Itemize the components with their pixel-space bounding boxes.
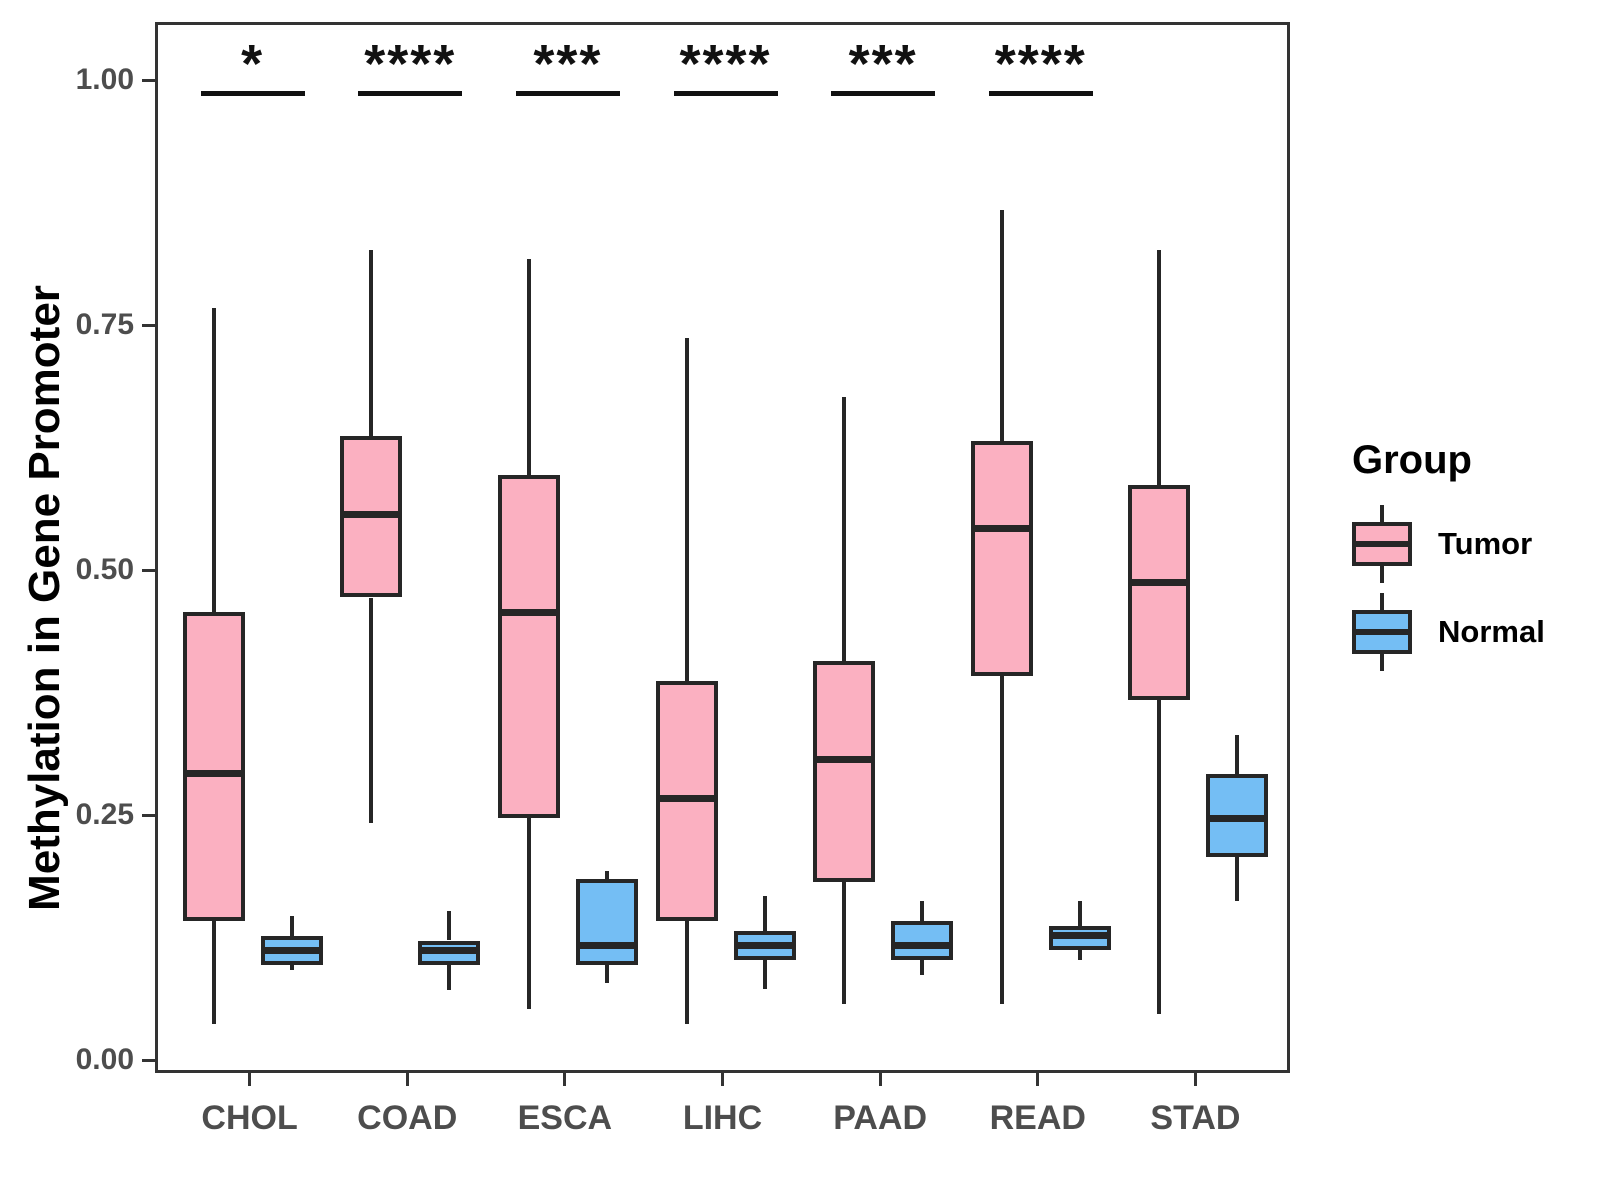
whisker-upper-normal-paad [920, 901, 925, 921]
median-tumor-stad [1128, 579, 1191, 587]
x-tick-label-read: READ [989, 1099, 1086, 1137]
significance-label-paad: *** [848, 34, 918, 94]
significance-label-esca: *** [533, 34, 603, 94]
significance-bar-paad [831, 91, 936, 96]
y-tick-label-0.00: 0.00 [75, 1043, 134, 1076]
legend-glyph-median [1352, 629, 1412, 635]
whisker-lower-normal-read [1077, 950, 1082, 961]
whisker-lower-tumor-coad [369, 597, 374, 823]
legend-boxplot-glyph-normal [1352, 593, 1412, 671]
whisker-lower-tumor-chol [211, 920, 216, 1024]
x-tick-mark-lihc [721, 1073, 724, 1086]
x-tick-label-paad: PAAD [833, 1099, 928, 1137]
significance-bar-read [988, 91, 1093, 96]
whisker-upper-tumor-chol [211, 308, 216, 613]
x-tick-mark-chol [248, 1073, 252, 1086]
median-tumor-paad [813, 755, 876, 763]
significance-label-read: **** [994, 34, 1087, 94]
box-tumor-chol [182, 612, 245, 921]
median-normal-esca [575, 941, 638, 949]
x-tick-mark-esca [563, 1073, 567, 1086]
median-normal-read [1048, 932, 1111, 940]
legend-label-tumor: Tumor [1438, 526, 1533, 561]
box-tumor-paad [813, 661, 876, 882]
whisker-upper-normal-read [1077, 901, 1082, 926]
whisker-lower-normal-esca [604, 965, 609, 983]
whisker-lower-normal-paad [920, 960, 925, 975]
x-tick-label-esca: ESCA [517, 1099, 613, 1137]
whisker-lower-normal-chol [289, 965, 294, 970]
box-normal-esca [575, 878, 638, 965]
x-tick-label-coad: COAD [357, 1099, 458, 1137]
whisker-upper-normal-esca [604, 870, 609, 879]
y-tick-mark-0.50 [142, 568, 155, 572]
whisker-upper-tumor-esca [526, 259, 531, 475]
box-tumor-read [970, 440, 1033, 676]
legend-entries: Tumor Normal [1352, 505, 1592, 671]
y-tick-label-0.50: 0.50 [75, 553, 134, 586]
legend-title: Group [1352, 438, 1472, 482]
legend-glyph-median [1352, 541, 1412, 547]
box-tumor-stad [1128, 484, 1191, 701]
whisker-upper-tumor-lihc [684, 337, 689, 681]
whisker-lower-tumor-paad [842, 881, 847, 1005]
significance-bar-lihc [673, 91, 778, 96]
significance-label-chol: * [241, 34, 265, 94]
x-tick-label-stad: STAD [1150, 1099, 1241, 1137]
median-normal-stad [1206, 814, 1269, 822]
significance-label-coad: **** [364, 34, 457, 94]
median-normal-coad [418, 946, 481, 954]
legend: Group Tumor Normal [1352, 438, 1592, 681]
whisker-upper-tumor-stad [1157, 249, 1162, 485]
median-tumor-coad [340, 510, 403, 518]
y-tick-mark-0.75 [142, 323, 155, 327]
whisker-upper-normal-lihc [762, 896, 767, 931]
whisker-upper-normal-chol [289, 916, 294, 936]
plot-panel: * **** *** **** *** **** [155, 22, 1290, 1073]
y-tick-mark-0.00 [142, 1058, 155, 1062]
x-tick-mark-read [1036, 1073, 1040, 1086]
significance-bar-esca [515, 91, 620, 96]
median-tumor-esca [497, 608, 560, 616]
median-normal-lihc [733, 941, 796, 949]
x-tick-label-chol: CHOL [201, 1099, 298, 1137]
significance-bar-chol [200, 91, 305, 96]
whisker-lower-normal-lihc [762, 960, 767, 990]
median-normal-chol [260, 946, 323, 954]
significance-label-lihc: **** [679, 34, 772, 94]
median-tumor-read [970, 525, 1033, 533]
whisker-lower-normal-coad [447, 965, 452, 990]
median-normal-paad [891, 941, 954, 949]
significance-bar-coad [358, 91, 463, 96]
box-tumor-esca [497, 475, 560, 818]
whisker-lower-tumor-read [999, 675, 1004, 1005]
box-normal-paad [891, 920, 954, 961]
whisker-lower-tumor-stad [1157, 700, 1162, 1014]
whisker-upper-normal-stad [1235, 734, 1240, 774]
whisker-lower-tumor-lihc [684, 920, 689, 1024]
median-tumor-chol [182, 770, 245, 778]
whisker-upper-normal-coad [447, 911, 452, 941]
y-tick-mark-0.25 [142, 813, 155, 817]
y-tick-label-0.25: 0.25 [75, 798, 134, 831]
whisker-upper-tumor-coad [369, 249, 374, 436]
x-tick-mark-coad [405, 1073, 409, 1086]
y-tick-label-0.75: 0.75 [75, 308, 134, 341]
y-tick-label-1.00: 1.00 [75, 63, 134, 96]
legend-boxplot-glyph-tumor [1352, 505, 1412, 583]
median-tumor-lihc [655, 794, 718, 802]
y-tick-mark-1.00 [142, 78, 155, 82]
x-tick-mark-paad [878, 1073, 882, 1086]
whisker-lower-normal-stad [1235, 857, 1240, 902]
x-tick-mark-stad [1193, 1073, 1197, 1086]
legend-label-normal: Normal [1438, 614, 1545, 649]
legend-entry-normal: Normal [1352, 593, 1592, 671]
whisker-upper-tumor-paad [842, 396, 847, 662]
whisker-lower-tumor-esca [526, 818, 531, 1010]
whisker-upper-tumor-read [999, 210, 1004, 441]
legend-entry-tumor: Tumor [1352, 505, 1592, 583]
x-tick-label-lihc: LIHC [682, 1099, 763, 1137]
